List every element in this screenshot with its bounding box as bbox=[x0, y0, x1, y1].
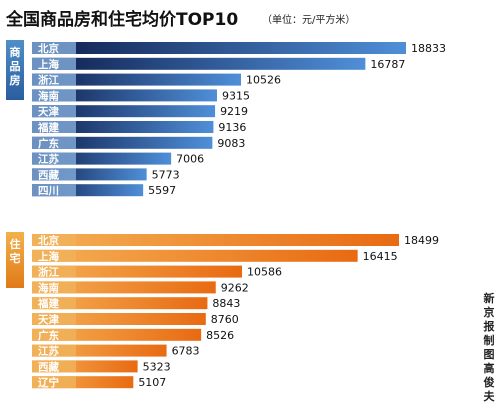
category-label: 海南 bbox=[38, 281, 59, 294]
category-label: 西藏 bbox=[38, 168, 59, 181]
bar-2-2 bbox=[32, 265, 243, 278]
section-label-char: 住 bbox=[9, 238, 21, 251]
credit-vertical: 新 京 报 制 图 高 俊 夫 bbox=[482, 292, 496, 404]
category-label: 海南 bbox=[38, 89, 59, 102]
value-label: 5107 bbox=[138, 376, 166, 389]
category-label-box bbox=[32, 152, 76, 165]
category-label: 天津 bbox=[38, 105, 59, 118]
category-label-box bbox=[32, 136, 76, 149]
category-label-box bbox=[32, 249, 76, 262]
bar-2-3 bbox=[32, 281, 216, 294]
value-label: 6783 bbox=[172, 345, 200, 358]
category-label: 福建 bbox=[37, 297, 59, 310]
value-label: 9083 bbox=[217, 137, 245, 150]
category-label: 江苏 bbox=[38, 345, 59, 358]
bar-1-0 bbox=[32, 42, 406, 54]
category-label: 北京 bbox=[38, 234, 59, 247]
category-label-box bbox=[32, 73, 76, 86]
credit-char: 制 bbox=[483, 334, 495, 347]
category-label: 天津 bbox=[38, 313, 59, 326]
bar-1-2 bbox=[32, 73, 242, 86]
category-label-box bbox=[32, 297, 76, 310]
category-label-box bbox=[32, 57, 76, 70]
value-label: 5597 bbox=[148, 184, 176, 197]
section-label-char: 商 bbox=[9, 46, 21, 59]
category-label: 上海 bbox=[38, 250, 59, 263]
section-label-char: 品 bbox=[9, 60, 21, 73]
value-label: 18499 bbox=[404, 234, 439, 247]
value-label: 10526 bbox=[246, 74, 281, 87]
category-label-box bbox=[32, 313, 76, 325]
value-label: 10586 bbox=[247, 266, 282, 279]
category-label: 广东 bbox=[38, 329, 59, 342]
category-label-box bbox=[32, 265, 76, 278]
category-label-box bbox=[32, 42, 76, 54]
category-label-box bbox=[32, 168, 76, 181]
credit-char: 报 bbox=[483, 320, 495, 333]
credit-char: 图 bbox=[483, 348, 495, 361]
category-label-box bbox=[32, 105, 76, 118]
category-label-box bbox=[32, 344, 76, 357]
credit-char: 新 bbox=[483, 292, 495, 305]
category-label-box bbox=[32, 121, 76, 133]
category-label: 广东 bbox=[38, 137, 59, 150]
bar-1-5 bbox=[32, 121, 214, 133]
value-label: 8526 bbox=[206, 329, 234, 342]
category-label-box bbox=[32, 281, 76, 294]
category-label: 辽宁 bbox=[38, 376, 59, 389]
category-label-box bbox=[32, 328, 76, 341]
category-label-box bbox=[32, 376, 76, 389]
value-label: 8843 bbox=[212, 297, 240, 310]
value-label: 9315 bbox=[222, 89, 250, 102]
value-label: 9219 bbox=[220, 105, 248, 118]
value-label: 9136 bbox=[218, 121, 246, 134]
bar-1-1 bbox=[32, 57, 366, 70]
category-label: 西藏 bbox=[38, 360, 59, 373]
section-label-char: 宅 bbox=[9, 252, 21, 265]
section-label-residential: 住 宅 bbox=[6, 232, 24, 288]
value-label: 18833 bbox=[411, 42, 446, 55]
bar-1-4 bbox=[32, 105, 216, 118]
section-label-commercial-housing: 商 品 房 bbox=[6, 40, 24, 100]
category-label: 浙江 bbox=[38, 266, 59, 279]
value-label: 16415 bbox=[363, 250, 398, 263]
value-label: 16787 bbox=[370, 58, 405, 71]
value-label: 7006 bbox=[176, 153, 204, 166]
category-label: 江苏 bbox=[38, 153, 59, 166]
unit-note: （单位：元/平方米） bbox=[262, 15, 356, 26]
category-label-box bbox=[32, 89, 76, 102]
category-label: 北京 bbox=[38, 42, 59, 55]
category-label: 上海 bbox=[38, 58, 59, 71]
bar-2-0 bbox=[32, 234, 399, 246]
chart-title: 全国商品房和住宅均价TOP10 bbox=[6, 10, 239, 30]
credit-char: 俊 bbox=[483, 376, 495, 389]
credit-char: 京 bbox=[483, 306, 495, 319]
category-label: 浙江 bbox=[38, 74, 59, 87]
bar-1-3 bbox=[32, 89, 217, 102]
bar-1-6 bbox=[32, 136, 213, 149]
value-label: 9262 bbox=[221, 281, 249, 294]
category-label-box bbox=[32, 234, 76, 246]
category-label-box bbox=[32, 360, 76, 373]
credit-char: 高 bbox=[483, 362, 495, 375]
section-label-char: 房 bbox=[9, 74, 21, 87]
bar-2-1 bbox=[32, 249, 358, 262]
category-label: 四川 bbox=[38, 185, 59, 197]
value-label: 8760 bbox=[211, 313, 239, 326]
credit-char: 夫 bbox=[483, 390, 495, 403]
category-label-box bbox=[32, 184, 76, 197]
category-label: 福建 bbox=[37, 121, 59, 134]
value-label: 5773 bbox=[152, 168, 180, 181]
value-label: 5323 bbox=[143, 360, 171, 373]
